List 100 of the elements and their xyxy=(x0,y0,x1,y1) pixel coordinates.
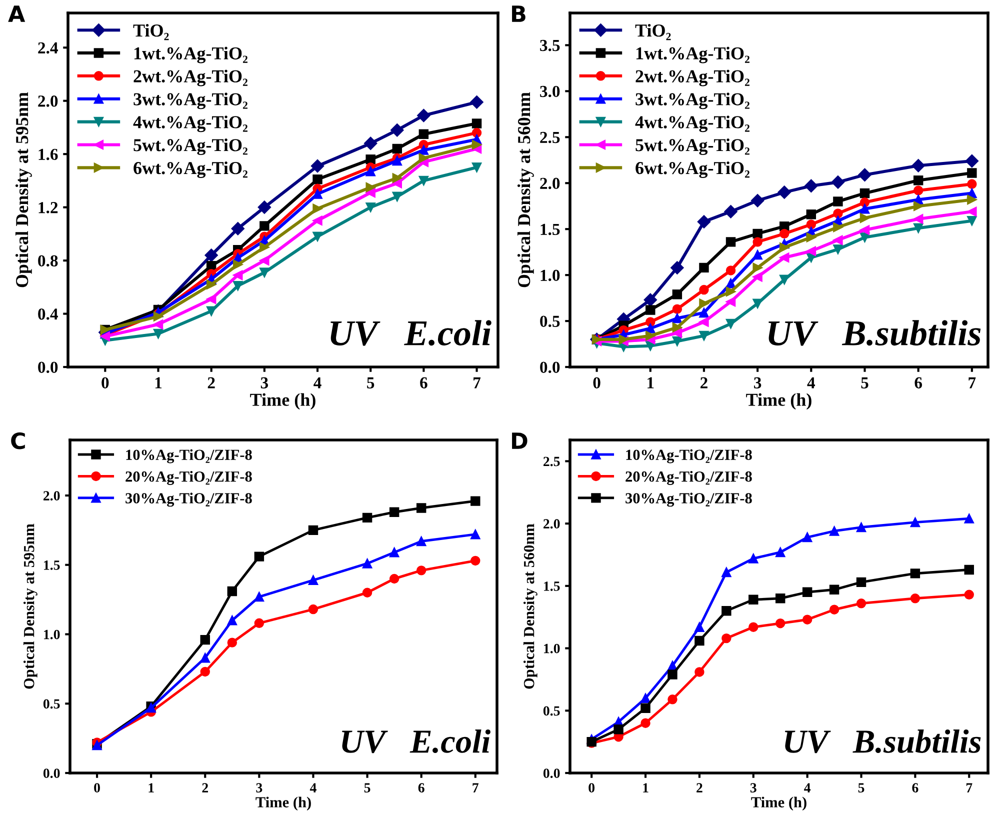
point xyxy=(860,225,870,235)
point xyxy=(646,330,656,341)
point xyxy=(699,298,709,308)
x-tick-label: 1 xyxy=(648,377,654,388)
x-tick-label: 0 xyxy=(593,377,600,388)
point xyxy=(722,633,732,644)
point xyxy=(362,588,372,598)
point xyxy=(964,514,974,524)
point xyxy=(672,304,682,314)
y-tick-label: 0.8 xyxy=(38,255,58,267)
point xyxy=(672,313,682,324)
point xyxy=(748,622,758,632)
point xyxy=(310,159,324,173)
point xyxy=(752,237,762,247)
x-tick-label: 5 xyxy=(861,377,868,388)
point xyxy=(470,529,480,540)
point xyxy=(752,228,762,239)
point xyxy=(418,176,429,186)
legend-label: 30%Ag-TiO₂/ZIF-8 xyxy=(626,492,752,507)
annotation: UV E.coli xyxy=(330,320,492,346)
x-tick-label: 5 xyxy=(367,377,374,388)
point xyxy=(829,584,840,595)
point xyxy=(389,507,400,518)
point xyxy=(967,194,977,205)
point xyxy=(726,296,736,307)
y-tick-label: 0.5 xyxy=(43,699,60,709)
point xyxy=(362,558,372,568)
point xyxy=(153,328,164,339)
point xyxy=(829,604,840,614)
point xyxy=(964,590,974,600)
y-tick-label: 2.0 xyxy=(38,96,58,107)
y-axis-title: Optical Density at 560nm xyxy=(523,524,538,689)
point xyxy=(668,694,678,704)
x-tick-label: 3 xyxy=(750,783,756,792)
y-tick-label: 0.5 xyxy=(540,316,560,328)
chart-title: A xyxy=(8,6,26,22)
legend-label: 20%Ag-TiO₂/ZIF-8 xyxy=(126,470,252,485)
legend-label: 20%Ag-TiO₂/ZIF-8 xyxy=(626,470,752,485)
point xyxy=(472,140,482,150)
point xyxy=(748,594,758,604)
x-tick-label: 7 xyxy=(474,377,481,388)
point xyxy=(366,202,376,212)
point xyxy=(860,188,870,198)
point xyxy=(775,547,786,558)
point xyxy=(640,703,650,714)
point xyxy=(308,575,318,585)
point xyxy=(614,724,624,734)
x-axis-title: Time (h) xyxy=(250,393,316,410)
y-tick-label: 2.4 xyxy=(38,42,58,54)
y-tick-label: 2.5 xyxy=(544,456,560,466)
y-tick-label: 1.0 xyxy=(540,270,560,282)
point xyxy=(254,618,264,628)
point xyxy=(416,536,426,546)
point xyxy=(697,215,711,228)
point xyxy=(200,634,210,645)
y-tick-label: 1.0 xyxy=(44,630,60,640)
point xyxy=(726,266,736,276)
point xyxy=(672,290,682,300)
legend-label: 2wt.%Ag-TiO₂ xyxy=(134,70,248,86)
x-tick-label: 1 xyxy=(148,783,154,792)
point xyxy=(694,636,704,646)
point xyxy=(699,284,709,295)
point xyxy=(366,182,376,192)
legend-label: 10%Ag-TiO₂/ZIF-8 xyxy=(626,449,752,464)
point xyxy=(416,566,426,576)
point xyxy=(472,162,482,172)
point xyxy=(672,322,682,332)
x-tick-label: 2 xyxy=(202,783,208,792)
point xyxy=(913,175,924,186)
point xyxy=(913,201,924,211)
point xyxy=(699,308,709,318)
legend-label: 3wt.%Ag-TiO₂ xyxy=(636,92,750,110)
point xyxy=(392,144,402,154)
point xyxy=(417,108,430,122)
point xyxy=(833,222,843,232)
point xyxy=(260,268,270,278)
point xyxy=(312,232,322,242)
point xyxy=(722,567,732,578)
point xyxy=(779,242,790,252)
point xyxy=(260,221,270,231)
point xyxy=(833,196,843,206)
point xyxy=(362,512,372,523)
point xyxy=(254,552,264,562)
point xyxy=(802,532,812,542)
x-tick-label: 4 xyxy=(314,377,322,388)
x-axis-title: Time (h) xyxy=(751,796,806,811)
chart-title: D xyxy=(512,432,528,449)
point xyxy=(726,286,736,296)
point xyxy=(260,242,270,252)
point xyxy=(670,261,684,274)
point xyxy=(308,604,318,614)
point xyxy=(366,154,376,164)
point xyxy=(833,235,843,245)
x-tick-label: 2 xyxy=(208,377,215,388)
y-axis-title: Optical Density at 595nm xyxy=(23,524,38,689)
point xyxy=(470,96,484,109)
point xyxy=(778,186,791,199)
point xyxy=(227,586,238,596)
x-tick-label: 6 xyxy=(418,783,424,792)
point xyxy=(392,178,402,188)
